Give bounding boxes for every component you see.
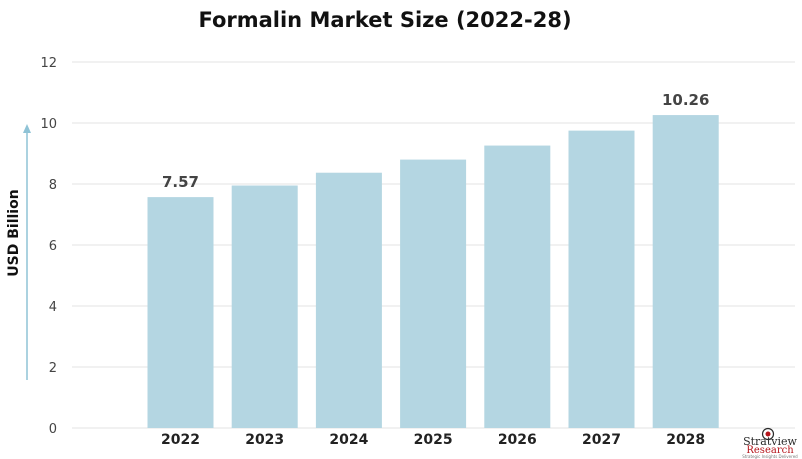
y-axis-arrow [23, 124, 31, 380]
chart-title: Formalin Market Size (2022-28) [198, 8, 571, 32]
logo: Stratview Research Strategic Insights De… [742, 427, 798, 459]
y-tick-label: 4 [49, 300, 57, 315]
logo-sub: Research [746, 445, 794, 456]
bar-2025 [400, 159, 467, 428]
bar-2027 [568, 130, 635, 428]
x-tick-label: 2024 [329, 432, 368, 448]
bar-2022 [147, 197, 214, 428]
y-axis-ticks: 0 2 4 6 8 10 12 [40, 56, 57, 437]
logo-target-icon [761, 427, 775, 441]
bar-2023 [231, 185, 298, 428]
x-tick-label: 2027 [582, 432, 621, 448]
logo-name: Stratview [743, 435, 797, 448]
y-tick-label: 6 [49, 239, 57, 254]
y-tick-label: 8 [49, 178, 57, 193]
bars [147, 115, 719, 428]
bar-2026 [484, 145, 551, 428]
data-labels: 7.57 10.26 [162, 91, 709, 191]
y-tick-label: 12 [40, 56, 57, 71]
data-label-2028: 10.26 [662, 91, 709, 109]
x-tick-label: 2028 [666, 432, 705, 448]
y-tick-label: 10 [40, 117, 57, 132]
x-tick-label: 2025 [414, 432, 453, 448]
data-label-2022: 7.57 [162, 173, 199, 191]
bar-2024 [315, 172, 382, 428]
y-tick-label: 2 [49, 361, 57, 376]
x-tick-label: 2023 [245, 432, 284, 448]
logo-tagline: Strategic Insights Delivered [742, 454, 798, 459]
bar-2028 [652, 115, 719, 428]
y-tick-label: 0 [49, 422, 57, 437]
x-axis-ticks: 2022 2023 2024 2025 2026 2027 2028 [161, 432, 705, 448]
x-tick-label: 2022 [161, 432, 200, 448]
x-tick-label: 2026 [498, 432, 537, 448]
y-axis-arrow-head [23, 124, 31, 133]
y-axis-label: USD Billion [6, 189, 22, 276]
